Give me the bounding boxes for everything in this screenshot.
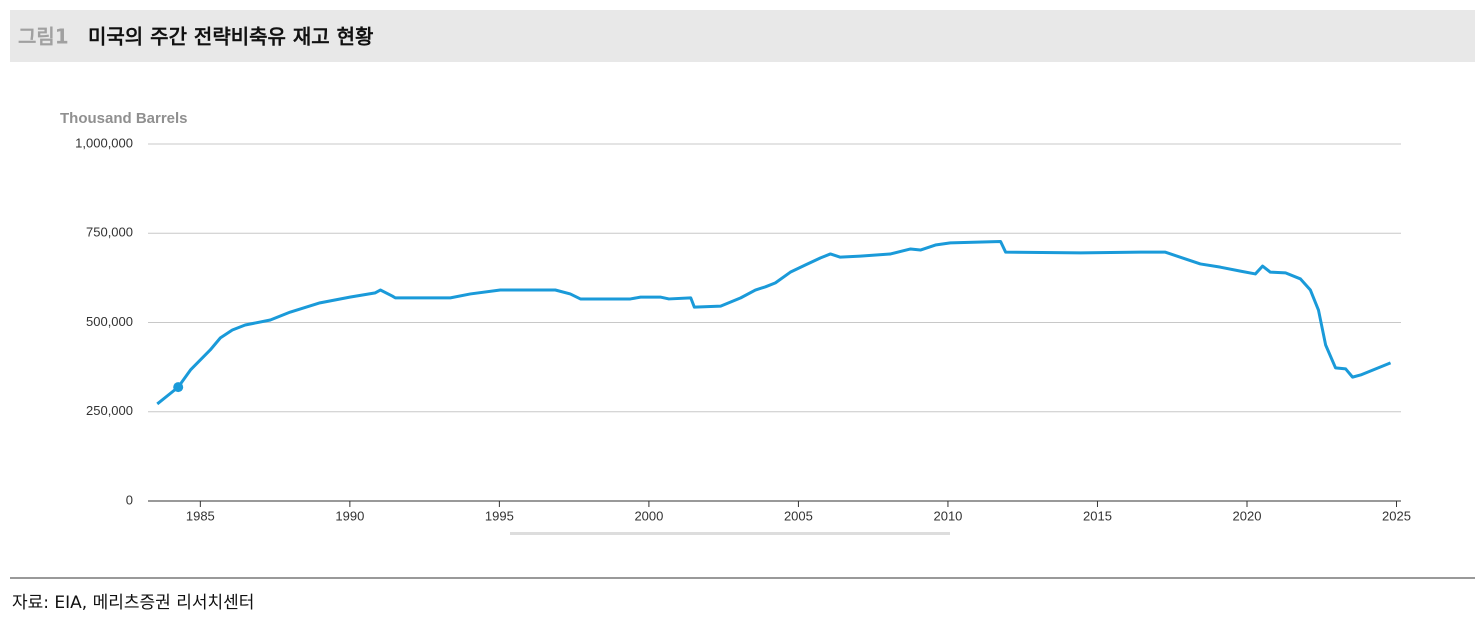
y-axis-label: Thousand Barrels [60,110,188,127]
y-tick-label: 250,000 [86,403,133,418]
x-tick-label: 2010 [933,508,962,523]
x-tick-label: 2015 [1083,508,1112,523]
x-tick-label: 2025 [1382,508,1411,523]
y-tick-label: 750,000 [86,225,133,240]
x-tick-label: 1985 [186,508,215,523]
figure-label: 그림1 [18,25,69,49]
highlight-point [173,382,184,393]
x-tick-label: 2000 [634,508,663,523]
y-tick-label: 1,000,000 [75,135,133,150]
y-tick-label: 0 [126,492,133,507]
x-tick-label: 2020 [1233,508,1262,523]
y-tick-label: 500,000 [86,314,133,329]
scrollbar [510,532,950,535]
header-title: 미국의 주간 전략비축유 재고 현황 [88,25,374,49]
series-line [156,239,1392,406]
x-tick-label: 2005 [784,508,813,523]
x-tick-label: 1995 [485,508,514,523]
source: 자료: EIA, 메리츠증권 리서치센터 [12,593,254,613]
header-bar [10,10,1475,62]
x-tick-label: 1990 [335,508,364,523]
